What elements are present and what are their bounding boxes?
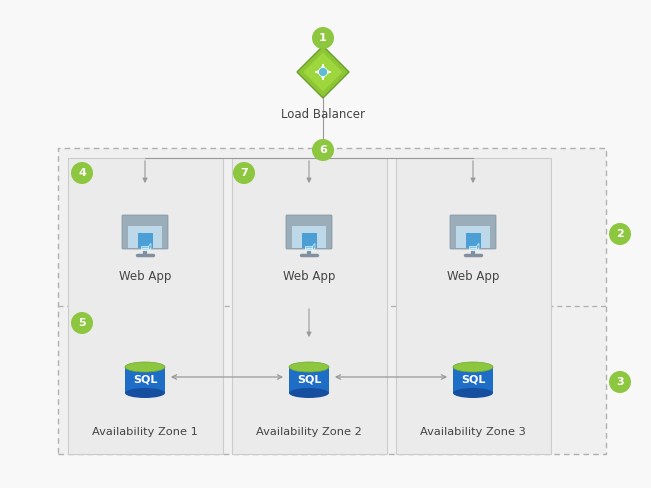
- Text: 7: 7: [240, 168, 248, 178]
- FancyBboxPatch shape: [286, 215, 332, 249]
- Polygon shape: [303, 53, 342, 92]
- Circle shape: [609, 223, 631, 245]
- Ellipse shape: [453, 388, 493, 398]
- Polygon shape: [469, 248, 479, 250]
- Circle shape: [318, 67, 327, 77]
- Text: SQL: SQL: [461, 375, 485, 385]
- Ellipse shape: [289, 362, 329, 372]
- Text: Availability Zone 1: Availability Zone 1: [92, 427, 198, 437]
- Text: Availability Zone 2: Availability Zone 2: [256, 427, 362, 437]
- FancyBboxPatch shape: [68, 158, 223, 454]
- Bar: [453, 367, 493, 393]
- Text: 5: 5: [78, 318, 86, 328]
- Bar: [58, 148, 606, 454]
- Circle shape: [233, 162, 255, 184]
- Polygon shape: [305, 245, 313, 250]
- Polygon shape: [305, 248, 315, 250]
- Bar: [289, 367, 329, 393]
- Bar: [456, 226, 490, 248]
- Ellipse shape: [289, 388, 329, 398]
- Text: Web App: Web App: [119, 270, 171, 283]
- Text: Load Balancer: Load Balancer: [281, 108, 365, 121]
- Polygon shape: [469, 245, 477, 250]
- Text: Web App: Web App: [447, 270, 499, 283]
- Bar: [292, 226, 326, 248]
- FancyBboxPatch shape: [232, 158, 387, 454]
- Circle shape: [71, 162, 93, 184]
- Polygon shape: [297, 46, 349, 98]
- Text: 3: 3: [616, 377, 624, 387]
- FancyBboxPatch shape: [450, 215, 496, 249]
- FancyBboxPatch shape: [396, 158, 551, 454]
- Bar: [301, 233, 316, 248]
- Text: 4: 4: [78, 168, 86, 178]
- Polygon shape: [313, 244, 315, 250]
- Text: 2: 2: [616, 229, 624, 239]
- Circle shape: [312, 27, 334, 49]
- Ellipse shape: [125, 388, 165, 398]
- Text: SQL: SQL: [297, 375, 321, 385]
- Bar: [137, 233, 152, 248]
- Polygon shape: [149, 244, 151, 250]
- Circle shape: [71, 312, 93, 334]
- Bar: [465, 233, 480, 248]
- Polygon shape: [141, 248, 151, 250]
- Circle shape: [312, 139, 334, 161]
- Bar: [128, 226, 162, 248]
- Circle shape: [609, 371, 631, 393]
- Ellipse shape: [453, 362, 493, 372]
- Text: Web App: Web App: [283, 270, 335, 283]
- FancyBboxPatch shape: [122, 215, 168, 249]
- Text: SQL: SQL: [133, 375, 157, 385]
- Polygon shape: [477, 244, 479, 250]
- Text: 6: 6: [319, 145, 327, 155]
- Text: 1: 1: [319, 33, 327, 43]
- Bar: [125, 367, 165, 393]
- Text: Availability Zone 3: Availability Zone 3: [420, 427, 526, 437]
- Ellipse shape: [125, 362, 165, 372]
- Polygon shape: [141, 245, 149, 250]
